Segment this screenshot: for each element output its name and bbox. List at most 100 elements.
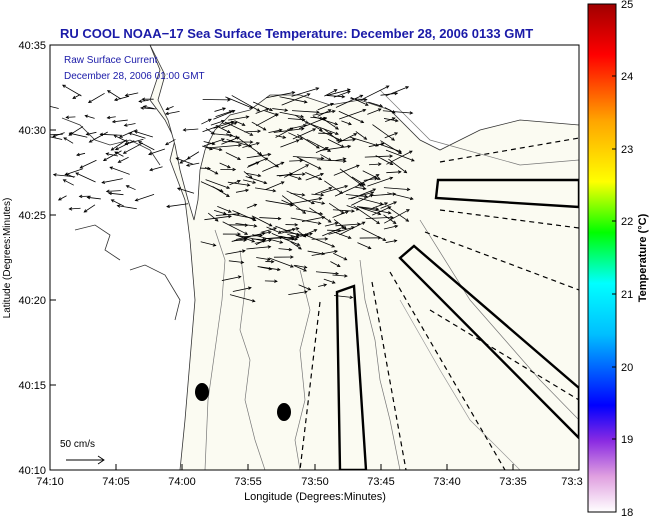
current-vector [386, 150, 413, 165]
current-vector [201, 118, 212, 125]
current-vector-head [116, 204, 121, 208]
current-vector [280, 235, 295, 240]
current-vector-head [110, 199, 115, 203]
current-vector-head [248, 175, 253, 179]
current-vector-head [364, 194, 368, 199]
current-vector-head [238, 143, 242, 148]
current-vector-head [348, 122, 352, 126]
current-vector-head [272, 188, 277, 193]
current-vector-head [302, 172, 306, 176]
current-vector [213, 110, 235, 120]
current-vector-head [291, 91, 296, 95]
current-vector [76, 152, 86, 156]
current-vector [215, 110, 233, 117]
current-vector [209, 144, 242, 149]
current-vector-head [101, 180, 106, 184]
current-vector-head [351, 209, 355, 213]
current-vector-head [105, 189, 110, 193]
current-vector [323, 278, 336, 284]
current-vector [106, 190, 121, 192]
current-vector-head [319, 211, 324, 216]
current-vector-head [76, 152, 80, 157]
current-vector-head [268, 238, 273, 243]
current-vector [102, 178, 123, 184]
current-vector [128, 132, 146, 139]
current-vector-head [68, 132, 73, 136]
current-vector [109, 166, 130, 175]
current-vector [117, 205, 137, 210]
current-vector-head [375, 207, 380, 211]
shipping-lane-east [434, 178, 579, 209]
current-vector [89, 131, 108, 143]
current-vector [339, 168, 364, 187]
current-vector [372, 124, 395, 141]
cb-tick-21: 21 [621, 289, 633, 301]
current-vector [305, 234, 335, 248]
current-vector [225, 152, 241, 160]
current-vector-head [334, 122, 339, 126]
current-vector-head [267, 230, 272, 235]
current-vector [207, 212, 219, 222]
current-vector [345, 194, 368, 197]
current-vector-head [111, 119, 116, 124]
current-vector-head [300, 127, 305, 131]
current-vector [291, 87, 319, 97]
current-vector-head [274, 279, 278, 283]
current-vector [357, 242, 371, 249]
current-vector-head [243, 238, 248, 242]
current-vector [288, 132, 303, 140]
current-vector [338, 110, 364, 123]
current-vector [307, 250, 325, 255]
current-vector [50, 136, 63, 140]
current-vector-head [331, 280, 336, 284]
current-vector-head [122, 150, 127, 154]
current-vector-head [369, 194, 374, 198]
current-vector [86, 131, 97, 135]
current-vector-head [389, 161, 394, 166]
current-vector-head [394, 91, 399, 96]
current-vector-head [290, 264, 294, 268]
current-vector [69, 207, 81, 210]
current-vector-head [362, 186, 367, 191]
current-vector-head [362, 108, 367, 113]
current-vector [246, 246, 271, 250]
current-vector-head [267, 257, 271, 261]
current-vector [212, 186, 230, 197]
current-vector [332, 211, 349, 218]
current-vector-head [324, 237, 329, 241]
contour-4 [359, 259, 401, 470]
current-vector-head [394, 224, 399, 229]
current-vector [333, 219, 347, 230]
current-vector-head [360, 119, 365, 124]
current-vector [87, 196, 101, 200]
current-vector [332, 209, 355, 212]
current-vector [368, 163, 381, 166]
current-vector-head [305, 164, 310, 168]
current-vector-head [237, 179, 241, 184]
current-vector [335, 158, 346, 161]
current-vector-head [335, 271, 340, 276]
current-vector [332, 274, 348, 277]
current-vector [205, 179, 230, 189]
current-vector [296, 156, 322, 170]
current-vector [272, 108, 288, 111]
current-vector [166, 106, 174, 110]
current-vector-head [334, 249, 338, 254]
current-vector [203, 138, 225, 147]
current-vector-head [296, 242, 301, 246]
current-vector-head [347, 144, 352, 149]
current-vector-head [341, 94, 346, 99]
current-vector-head [374, 177, 378, 181]
current-vector-head [262, 231, 266, 236]
colorbar [587, 3, 617, 513]
current-vector [251, 215, 272, 227]
current-vector [114, 151, 124, 157]
y-tick-2: 40:25 [18, 210, 46, 222]
current-vector-head [148, 152, 152, 156]
current-vector-head [118, 134, 123, 138]
current-vector-head [165, 141, 169, 146]
current-vector-head [62, 84, 66, 88]
current-vector [111, 139, 127, 151]
current-vector [354, 186, 366, 190]
current-vector-head [249, 140, 254, 144]
